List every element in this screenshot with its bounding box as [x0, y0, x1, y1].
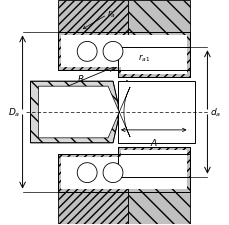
- Bar: [120, 150, 186, 174]
- Polygon shape: [127, 33, 189, 71]
- Polygon shape: [117, 48, 189, 78]
- Circle shape: [103, 42, 123, 62]
- Bar: [117, 48, 189, 78]
- Text: $R$: $R$: [76, 73, 84, 84]
- Polygon shape: [38, 87, 130, 138]
- Polygon shape: [58, 192, 127, 224]
- Polygon shape: [127, 1, 189, 33]
- Circle shape: [77, 163, 97, 183]
- Bar: [58, 154, 189, 192]
- Polygon shape: [30, 81, 127, 144]
- Polygon shape: [127, 154, 189, 192]
- Bar: [117, 147, 189, 177]
- Text: $D_a$: $D_a$: [8, 106, 21, 119]
- Bar: [58, 33, 189, 71]
- Text: $r_a$: $r_a$: [106, 9, 115, 20]
- Bar: [117, 82, 194, 143]
- Circle shape: [103, 163, 123, 183]
- Polygon shape: [117, 147, 189, 177]
- Circle shape: [77, 42, 97, 62]
- Bar: [61, 157, 186, 189]
- Polygon shape: [58, 1, 127, 33]
- Polygon shape: [58, 154, 127, 192]
- Bar: [61, 36, 186, 68]
- Polygon shape: [58, 33, 127, 71]
- Text: $A$: $A$: [149, 136, 157, 147]
- Polygon shape: [127, 192, 189, 224]
- Bar: [120, 51, 186, 75]
- Text: $r_{a1}$: $r_{a1}$: [137, 52, 149, 64]
- Text: $d_a$: $d_a$: [209, 106, 220, 119]
